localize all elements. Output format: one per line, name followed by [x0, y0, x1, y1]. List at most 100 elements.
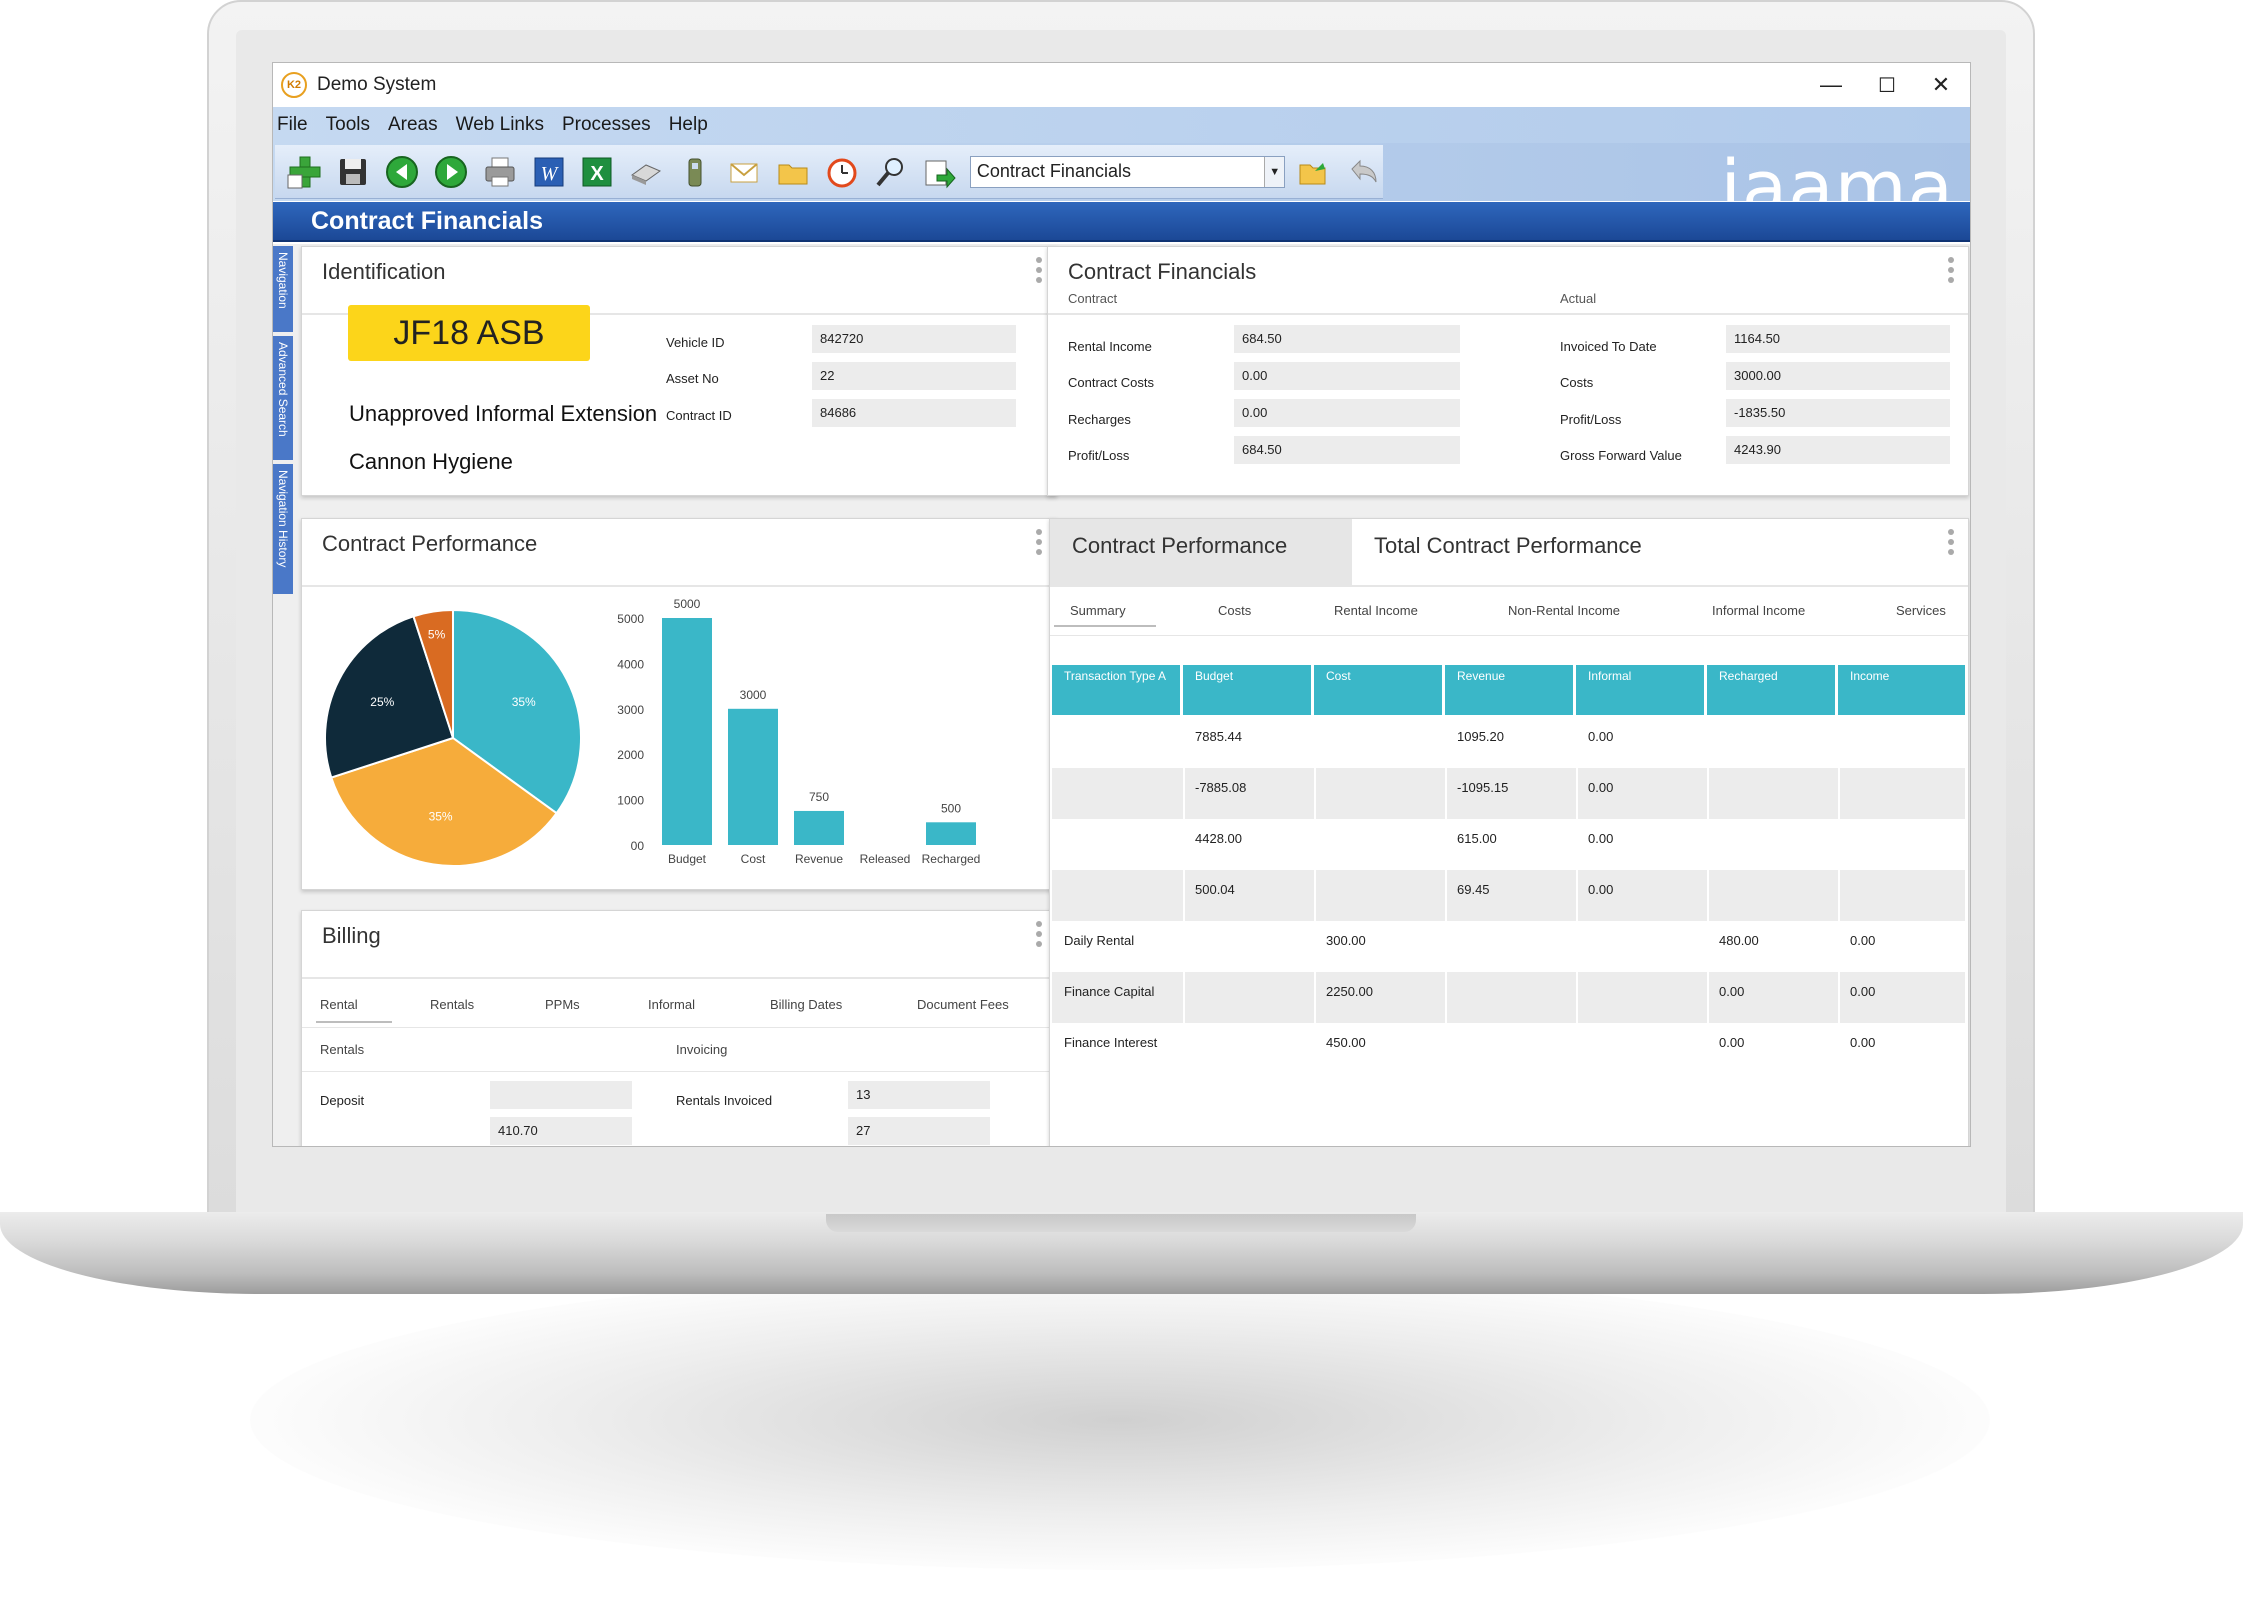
column-header[interactable]: Revenue [1445, 665, 1573, 715]
menu-file[interactable]: File [277, 114, 308, 135]
undo-icon[interactable] [1343, 152, 1383, 192]
minimize-button[interactable]: — [1820, 72, 1842, 97]
invoiced-count-field[interactable]: 27 [848, 1117, 990, 1145]
subtab-costs[interactable]: Costs [1218, 603, 1252, 618]
more-options-icon[interactable] [1948, 529, 1954, 559]
tab-contract-performance[interactable]: Contract Performance [1050, 519, 1352, 585]
folder-open-icon[interactable] [1294, 152, 1334, 192]
excel-icon[interactable]: X [578, 152, 618, 192]
pie-slice[interactable] [324, 615, 455, 779]
bar[interactable] [728, 708, 778, 845]
word-icon[interactable]: W [529, 152, 569, 192]
more-options-icon[interactable] [1948, 257, 1954, 287]
billing-tab-rentals[interactable]: Rentals [430, 997, 475, 1012]
menu-areas[interactable]: Areas [387, 114, 438, 135]
rental-income-field[interactable]: 684.50 [1234, 325, 1460, 353]
table-row[interactable]: Daily Rental 300.00 480.00 0.00 [1052, 921, 1965, 972]
recharges-field[interactable]: 0.00 [1234, 399, 1460, 427]
tab-total-contract-performance[interactable]: Total Contract Performance [1374, 533, 1642, 558]
menu-web-links[interactable]: Web Links [455, 114, 544, 135]
vehicle-id-field[interactable]: 842720 [812, 325, 1016, 353]
invoiced-to-date-field[interactable]: 1164.50 [1726, 325, 1950, 353]
column-header[interactable]: Recharged [1707, 665, 1835, 715]
subtab-summary[interactable]: Summary [1070, 603, 1126, 618]
side-tab-advanced-search[interactable]: Advanced Search [273, 336, 293, 460]
side-tab-navigation-history[interactable]: Navigation History [273, 464, 293, 594]
contract-costs-field[interactable]: 0.00 [1234, 362, 1460, 390]
print-icon[interactable] [480, 152, 520, 192]
chevron-down-icon[interactable]: ▼ [1264, 156, 1285, 187]
more-options-icon[interactable] [1036, 529, 1042, 559]
subtab-services[interactable]: Services [1896, 603, 1946, 618]
billing-tab-ppms[interactable]: PPMs [545, 997, 580, 1012]
column-divider [1314, 717, 1316, 768]
rentals-invoiced-field[interactable]: 13 [848, 1081, 990, 1109]
billing-tab-informal[interactable]: Informal [648, 997, 695, 1012]
actual-profit-loss-field[interactable]: -1835.50 [1726, 399, 1950, 427]
page-header: Contract Financials [273, 202, 1970, 242]
pie-slice[interactable] [412, 608, 454, 739]
menu-help[interactable]: Help [668, 114, 708, 135]
bar[interactable] [794, 810, 844, 845]
pie-slice[interactable] [452, 608, 582, 815]
table-row[interactable]: 500.04 69.45 0.00 [1052, 870, 1965, 921]
more-options-icon[interactable] [1036, 257, 1042, 287]
subtab-non-rental-income[interactable]: Non-Rental Income [1508, 603, 1620, 618]
toolbar: W X Contract Financials ▼ [275, 145, 1383, 199]
column-divider [1445, 717, 1447, 768]
billing-tab-rental[interactable]: Rental [320, 997, 358, 1012]
profit-loss-label: Profit/Loss [1068, 448, 1130, 463]
column-header[interactable]: Cost [1314, 665, 1442, 715]
save-icon[interactable] [333, 152, 373, 192]
phone-icon[interactable] [675, 152, 715, 192]
table-row[interactable]: 4428.00 615.00 0.00 [1052, 819, 1965, 870]
profit-loss-field[interactable]: 684.50 [1234, 436, 1460, 464]
asset-no-field[interactable]: 22 [812, 362, 1016, 390]
billing-tab-document-fees[interactable]: Document Fees [917, 997, 1009, 1012]
export-icon[interactable] [920, 152, 960, 192]
forward-icon[interactable] [431, 152, 471, 192]
side-tab-navigation[interactable]: Navigation [273, 246, 293, 332]
billing-tab-billing-dates[interactable]: Billing Dates [770, 997, 843, 1012]
column-divider [1838, 870, 1840, 921]
area-select[interactable]: Contract Financials ▼ [969, 155, 1286, 188]
table-row[interactable]: Finance Interest 450.00 0.00 0.00 [1052, 1023, 1965, 1074]
scanner-icon[interactable] [626, 152, 666, 192]
rentals-section-label: Rentals [320, 1042, 365, 1057]
back-icon[interactable] [382, 152, 422, 192]
column-divider [1707, 972, 1709, 1023]
actual-heading: Actual [1560, 291, 1597, 306]
folder-icon[interactable] [773, 152, 813, 192]
menu-processes[interactable]: Processes [561, 114, 651, 135]
rental-value-field[interactable]: 410.70 [490, 1117, 632, 1145]
bar[interactable] [926, 822, 976, 845]
column-header[interactable]: Income [1838, 665, 1965, 715]
asset-no-label: Asset No [666, 371, 719, 386]
menu-tools[interactable]: Tools [325, 114, 370, 135]
subtab-informal-income[interactable]: Informal Income [1712, 603, 1806, 618]
table-row[interactable]: Finance Capital 2250.00 0.00 0.00 [1052, 972, 1965, 1023]
contract-id-field[interactable]: 84686 [812, 399, 1016, 427]
pie-slice[interactable] [330, 736, 558, 867]
costs-field[interactable]: 3000.00 [1726, 362, 1950, 390]
column-divider [1314, 1023, 1316, 1074]
table-row[interactable]: 7885.44 1095.20 0.00 [1052, 717, 1965, 768]
add-icon[interactable] [284, 152, 324, 192]
gross-forward-value-field[interactable]: 4243.90 [1726, 436, 1950, 464]
deposit-field[interactable] [490, 1081, 632, 1109]
search-icon[interactable] [871, 152, 911, 192]
table-row[interactable]: -7885.08 -1095.15 0.00 [1052, 768, 1965, 819]
clock-icon[interactable] [822, 152, 862, 192]
laptop-shadow [250, 1270, 1990, 1570]
table-cell: 0.00 [1588, 729, 1614, 744]
subtab-rental-income[interactable]: Rental Income [1334, 603, 1418, 618]
column-header[interactable]: Informal [1576, 665, 1704, 715]
mail-icon[interactable] [724, 152, 764, 192]
close-button[interactable]: ✕ [1931, 72, 1951, 97]
column-header[interactable]: Transaction Type A [1052, 665, 1180, 715]
column-header[interactable]: Budget [1183, 665, 1311, 715]
column-divider [1314, 819, 1316, 870]
more-options-icon[interactable] [1036, 921, 1042, 951]
bar[interactable] [662, 618, 712, 845]
maximize-button[interactable]: ☐ [1878, 74, 1896, 97]
